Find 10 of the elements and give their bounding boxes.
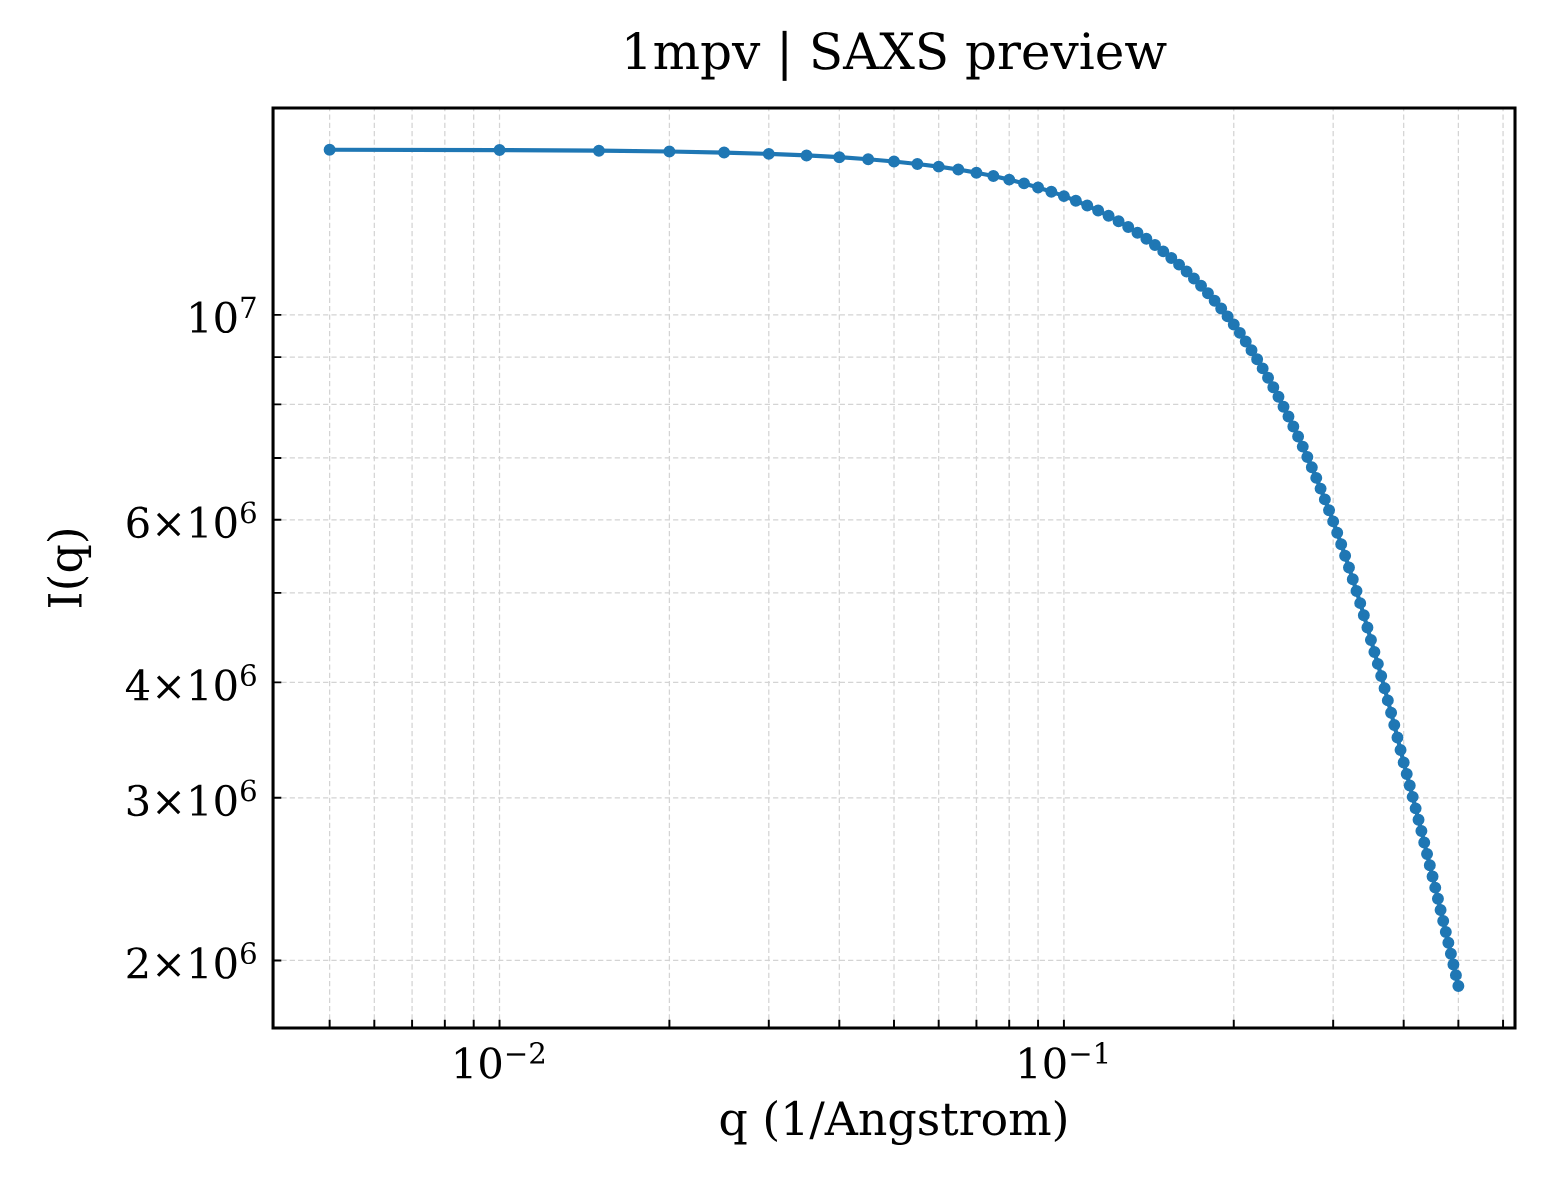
y-tick-label: 6×10$^{6}$: [127, 501, 256, 539]
x-tick-label: 10$^{−1}$: [1020, 1041, 1108, 1079]
chart-title: 1mpv | SAXS preview: [626, 30, 1167, 81]
y-tick-label: 10$^{7}$: [191, 296, 256, 334]
y-axis-title: I(q): [46, 530, 92, 608]
y-tick-label: 2×10$^{6}$: [127, 942, 256, 979]
x-tick-label: 10$^{−2}$: [455, 1041, 544, 1079]
y-tick-label: 3×10$^{6}$: [127, 779, 256, 817]
y-tick-label: 4×10$^{6}$: [125, 664, 256, 701]
x-axis-title: q (1/Angstrom): [720, 1100, 1066, 1146]
